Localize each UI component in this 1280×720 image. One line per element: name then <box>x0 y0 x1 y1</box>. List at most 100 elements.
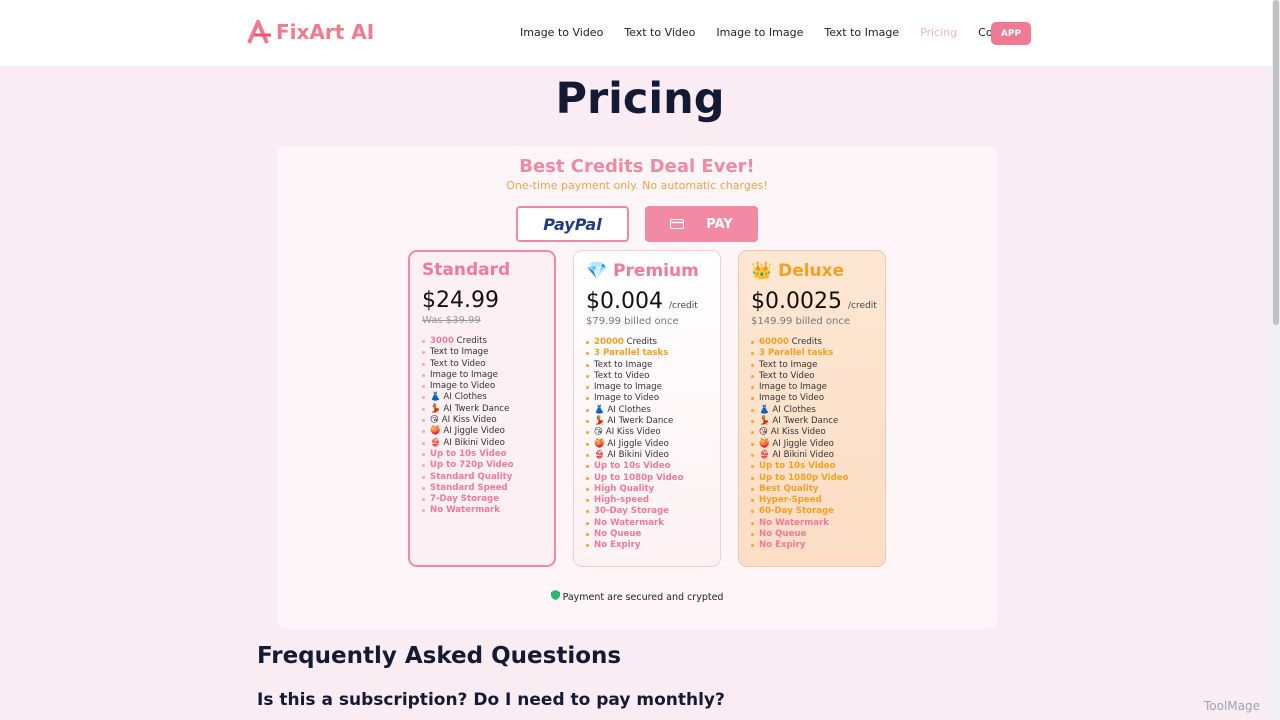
plan-card[interactable]: 👑 Deluxe $0.0025/credit $149.99 billed onc… <box>738 250 886 567</box>
feature-lead: 20000 <box>594 337 624 347</box>
feature-text: 👙 AI Bikini Video <box>430 437 505 448</box>
feature-text: 💃 AI Twerk Dance <box>759 416 839 427</box>
feature: 3 Parallel tasks <box>751 348 873 359</box>
feature-text: High Quality <box>594 483 655 494</box>
nav: Image to Video Text to Video Image to Imag… <box>520 26 1021 39</box>
price-row: $0.004/credit <box>586 289 708 314</box>
plan-card[interactable]: Standard $24.99 Was $39.99 3000 Credits Text… <box>408 250 556 567</box>
scrollbar <box>1272 0 1280 720</box>
plan-icon: 💎 <box>586 261 608 281</box>
feature-text: 🍑 AI Jiggle Video <box>594 438 669 449</box>
nav-link[interactable]: Pricing <box>920 26 958 39</box>
feature: 3000 Credits <box>422 336 542 347</box>
feature-text: 🍑 AI Jiggle Video <box>430 426 505 437</box>
feature-text: Image to Image <box>594 382 662 393</box>
plan-name: Deluxe <box>778 261 845 281</box>
feature: No Expiry <box>751 540 873 551</box>
plan-name-row: 👑 Deluxe <box>751 261 873 283</box>
plan-price: $0.004 <box>586 289 663 314</box>
feature-text: Image to Image <box>430 369 498 380</box>
feature-text: Up to 720p Video <box>430 460 514 471</box>
feature: Up to 1080p Video <box>586 473 708 484</box>
feature: 👗 AI Clothes <box>422 392 542 403</box>
feature-text: 👙 AI Bikini Video <box>759 449 834 460</box>
feature-text: No Watermark <box>430 505 500 516</box>
plan-name: Premium <box>613 261 699 281</box>
feature: 😘 AI Kiss Video <box>422 415 542 426</box>
feature: Text to Video <box>422 359 542 370</box>
feature: 👙 AI Bikini Video <box>751 450 873 461</box>
feature-list: 20000 Credits 3 Parallel tasks Text to Ima… <box>586 337 708 552</box>
feature: 👗 AI Clothes <box>751 405 873 416</box>
deal-subtitle: One-time payment only. No automatic char… <box>506 179 768 192</box>
nav-link[interactable]: Text to Video <box>624 26 696 39</box>
plan-card[interactable]: 💎 Premium $0.004/credit $79.99 billed once… <box>573 250 721 567</box>
feature: No Queue <box>586 529 708 540</box>
feature-list: 60000 Credits 3 Parallel tasks Text to Ima… <box>751 337 873 552</box>
feature: 👙 AI Bikini Video <box>586 450 708 461</box>
feature: Text to Image <box>422 347 542 358</box>
paypal-button[interactable]: PayPal <box>516 206 629 242</box>
feature-text: High-speed <box>594 495 650 506</box>
feature: Best Quality <box>751 484 873 495</box>
price-note-text: $149.99 billed once <box>751 316 850 327</box>
feature-text: 💃 AI Twerk Dance <box>594 416 674 427</box>
nav-link[interactable]: Text to Image <box>824 26 900 39</box>
feature-lead: 3000 <box>430 336 454 346</box>
feature: No Queue <box>751 529 873 540</box>
feature: Text to Image <box>751 360 873 371</box>
feature: 3 Parallel tasks <box>586 348 708 359</box>
feature: No Expiry <box>586 540 708 551</box>
feature: Image to Image <box>751 382 873 393</box>
logo[interactable]: FixArt AI <box>247 20 374 44</box>
feature: 60-Day Storage <box>751 506 873 517</box>
feature: High-speed <box>586 495 708 506</box>
price-unit: /credit <box>847 301 877 311</box>
feature-text: Image to Image <box>759 382 827 393</box>
feature-text: 7-Day Storage <box>430 494 500 505</box>
price-row: $24.99 <box>422 288 542 313</box>
plan-icon: 👑 <box>751 261 773 281</box>
logo-text: FixArt AI <box>276 20 375 44</box>
card-pay-button[interactable]: PAY <box>645 206 758 242</box>
feature-text: Standard Quality <box>430 471 513 482</box>
secure-note: Payment are secured and crypted <box>562 592 724 603</box>
feature: 🍑 AI Jiggle Video <box>422 426 542 437</box>
feature-text: Text to Image <box>430 347 489 358</box>
feature: 30-Day Storage <box>586 506 708 517</box>
feature: 💃 AI Twerk Dance <box>586 416 708 427</box>
feature-text: 3 Parallel tasks <box>759 348 834 359</box>
feature: 🍑 AI Jiggle Video <box>751 439 873 450</box>
logo-icon <box>247 20 271 44</box>
feature: Up to 10s Video <box>422 449 542 460</box>
feature-text: 👗 AI Clothes <box>759 404 816 415</box>
feature-text: Up to 1080p Video <box>759 472 849 483</box>
feature: Standard Quality <box>422 472 542 483</box>
feature-text: No Expiry <box>594 540 641 551</box>
deal-title: Best Credits Deal Ever! <box>519 156 755 177</box>
feature: 😘 AI Kiss Video <box>751 427 873 438</box>
feature-text: 30-Day Storage <box>594 506 670 517</box>
card-icon <box>670 219 685 229</box>
feature: 👙 AI Bikini Video <box>422 438 542 449</box>
feature: Standard Speed <box>422 483 542 494</box>
feature: 60000 Credits <box>751 337 873 348</box>
feature: 💃 AI Twerk Dance <box>751 416 873 427</box>
header: FixArt AI Image to Video Text to Video Ima… <box>0 0 1280 66</box>
feature-text: 60-Day Storage <box>759 506 835 517</box>
nav-link[interactable]: Image to Video <box>520 26 604 39</box>
plan-price: $0.0025 <box>751 289 842 314</box>
faq-question[interactable]: Is this a subscription? Do I need to pay… <box>257 690 725 710</box>
app-button[interactable]: APP <box>991 22 1031 45</box>
secure-note-row: Payment are secured and crypted <box>277 590 997 603</box>
pricing-panel: Best Credits Deal Ever! One-time payment… <box>277 146 997 629</box>
feature: 👗 AI Clothes <box>586 405 708 416</box>
feature-text: 😘 AI Kiss Video <box>594 427 661 438</box>
feature: Image to Image <box>422 370 542 381</box>
nav-link[interactable]: Image to Image <box>716 26 804 39</box>
feature: No Watermark <box>751 518 873 529</box>
feature: Image to Video <box>422 381 542 392</box>
plan-price: $24.99 <box>422 288 499 313</box>
feature: 7-Day Storage <box>422 494 542 505</box>
